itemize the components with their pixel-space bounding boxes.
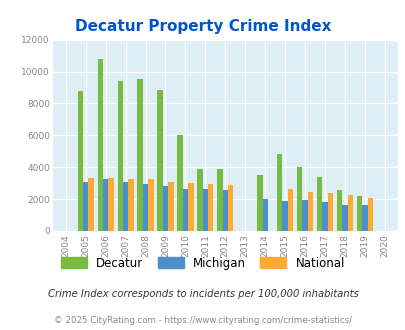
Bar xyxy=(77,91,83,231)
Bar xyxy=(103,179,108,231)
Bar xyxy=(307,192,312,231)
Legend: Decatur, Michigan, National: Decatur, Michigan, National xyxy=(61,257,344,270)
Text: © 2025 CityRating.com - https://www.cityrating.com/crime-statistics/: © 2025 CityRating.com - https://www.city… xyxy=(54,315,351,325)
Bar xyxy=(188,183,193,231)
Bar xyxy=(168,182,173,231)
Bar xyxy=(108,178,113,231)
Bar xyxy=(88,178,94,231)
Bar xyxy=(217,169,222,231)
Text: Crime Index corresponds to incidents per 100,000 inhabitants: Crime Index corresponds to incidents per… xyxy=(47,289,358,299)
Text: Decatur Property Crime Index: Decatur Property Crime Index xyxy=(75,19,330,34)
Bar xyxy=(83,182,88,231)
Bar xyxy=(157,90,162,231)
Bar xyxy=(341,206,347,231)
Bar xyxy=(302,200,307,231)
Bar xyxy=(367,197,372,231)
Bar xyxy=(262,199,267,231)
Bar xyxy=(356,196,361,231)
Bar xyxy=(202,189,208,231)
Bar xyxy=(143,184,148,231)
Bar xyxy=(222,190,228,231)
Bar xyxy=(316,177,322,231)
Bar xyxy=(322,202,327,231)
Bar xyxy=(296,167,302,231)
Bar xyxy=(97,59,103,231)
Bar xyxy=(208,184,213,231)
Bar xyxy=(336,189,341,231)
Bar xyxy=(137,80,143,231)
Bar xyxy=(128,179,133,231)
Bar xyxy=(148,179,153,231)
Bar xyxy=(197,169,202,231)
Bar xyxy=(256,175,262,231)
Bar xyxy=(287,189,292,231)
Bar xyxy=(123,182,128,231)
Bar xyxy=(162,186,168,231)
Bar xyxy=(177,135,182,231)
Bar xyxy=(347,195,352,231)
Bar xyxy=(117,81,123,231)
Bar xyxy=(182,189,188,231)
Bar xyxy=(361,206,367,231)
Bar xyxy=(277,154,282,231)
Bar xyxy=(228,185,233,231)
Bar xyxy=(327,193,333,231)
Bar xyxy=(282,201,287,231)
